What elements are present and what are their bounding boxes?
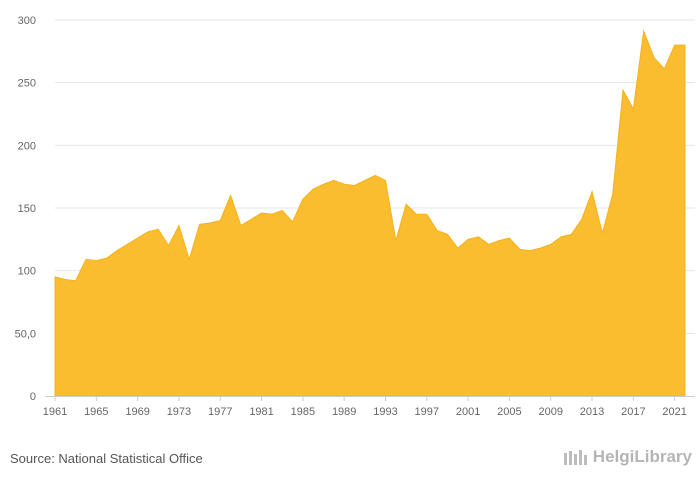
y-tick-label: 100 <box>18 266 36 278</box>
y-tick-label: 300 <box>18 15 36 27</box>
x-tick-label: 1989 <box>332 406 356 418</box>
x-tick-label: 1997 <box>415 406 439 418</box>
library-building-icon <box>563 450 587 465</box>
y-tick-label: 250 <box>18 78 36 90</box>
x-tick-label: 2013 <box>580 406 604 418</box>
source-note: Source: National Statistical Office <box>10 451 203 466</box>
x-tick-label: 2001 <box>456 406 480 418</box>
x-tick-label: 2017 <box>621 406 645 418</box>
y-tick-label: 50,0 <box>15 328 36 340</box>
y-tick-label: 200 <box>18 140 36 152</box>
series-area <box>54 29 686 397</box>
area-chart: 1961 1965 1969 1973 1977 1981 1985 1989 1993 1997… <box>15 15 695 418</box>
y-tick-label: 0 <box>30 391 36 403</box>
y-tick-label: 150 <box>18 203 36 215</box>
brand-name: HelgiLibrary <box>592 447 692 466</box>
x-axis-ticks: 1961 1965 1969 1973 1977 1981 1985 1989 1993 1997… <box>43 396 687 418</box>
x-tick-label: 1985 <box>291 406 315 418</box>
x-tick-label: 1973 <box>167 406 191 418</box>
x-tick-label: 2005 <box>497 406 521 418</box>
x-tick-label: 1977 <box>208 406 232 418</box>
x-tick-label: 1993 <box>373 406 397 418</box>
x-tick-label: 1981 <box>249 406 273 418</box>
y-axis-labels: 0 50,0 100 150 200 250 300 <box>15 15 36 403</box>
x-tick-label: 2021 <box>662 406 686 418</box>
x-tick-label: 2009 <box>538 406 562 418</box>
x-tick-label: 1969 <box>125 406 149 418</box>
x-tick-label: 1961 <box>43 406 67 418</box>
x-tick-label: 1965 <box>84 406 108 418</box>
helgi-library-logo[interactable]: HelgiLibrary <box>563 447 692 467</box>
